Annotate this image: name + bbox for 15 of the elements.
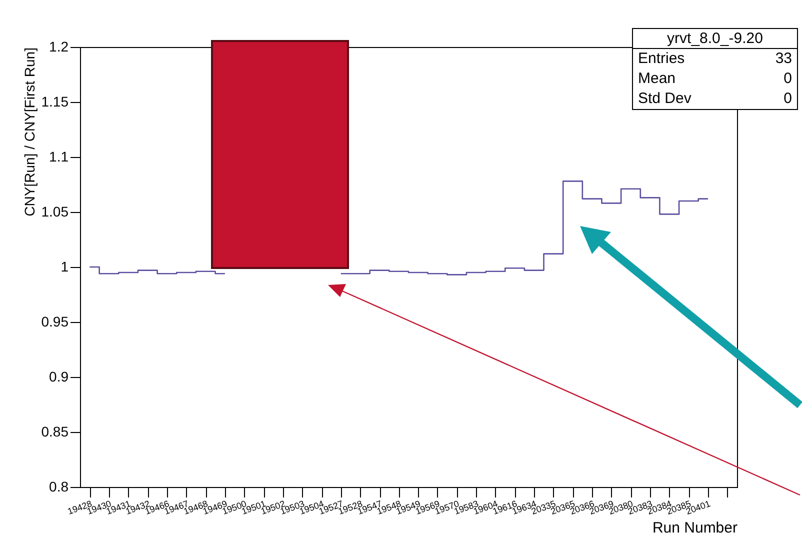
text: Std Dev 0: [638, 90, 792, 107]
y-tick-label: 1.2: [49, 38, 69, 54]
y-tick-label: 0.95: [41, 314, 69, 330]
y-tick-label: 0.9: [49, 368, 69, 384]
y-tick-label: 1.05: [41, 204, 69, 220]
y-tick-label: 1.15: [41, 94, 69, 110]
y-tick-label: 0.8: [49, 478, 69, 494]
y-axis-title: CNY[Run] / CNY[First Run]: [21, 48, 38, 216]
y-tick-label: 0.85: [41, 424, 69, 440]
y-tick-label: 1.1: [49, 148, 69, 164]
text: yrvt_8.0_-9.20: [633, 29, 797, 49]
y-tick-label: 1: [60, 258, 69, 274]
text: Mean 0: [638, 70, 792, 87]
x-axis-title: Run Number: [652, 520, 738, 533]
text: Entries 33: [638, 50, 792, 67]
